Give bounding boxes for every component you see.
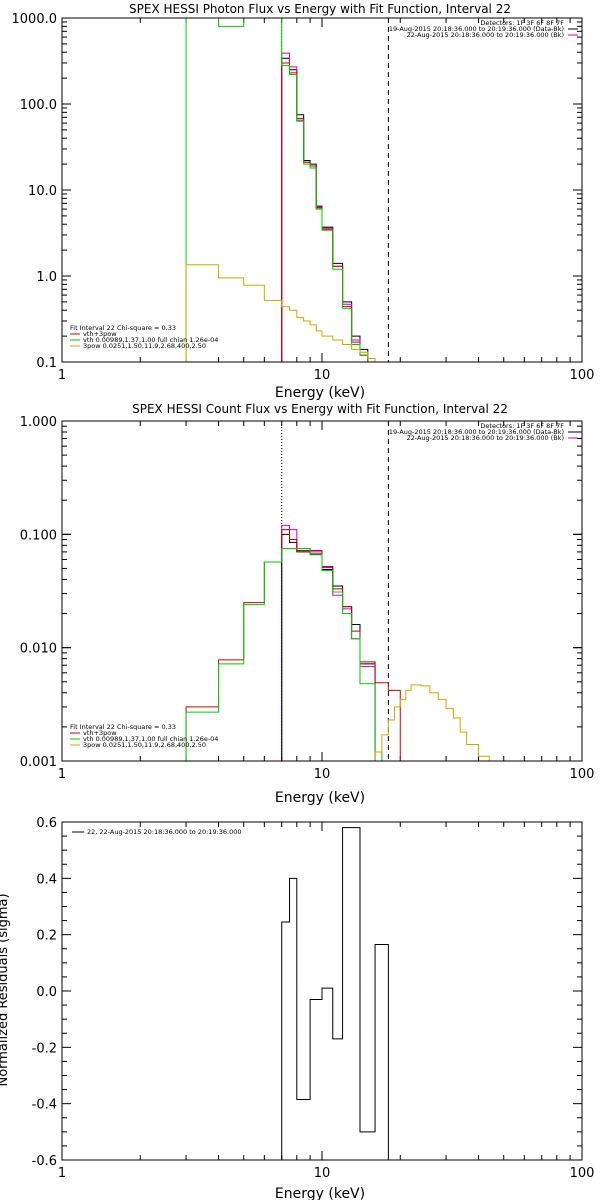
x-tick-label: 10 [314,767,331,782]
y-tick-label: 0.4 [36,872,57,887]
y-tick-label: 1.0 [36,270,57,285]
y-tick-label: 100.0 [20,98,57,113]
detector-legend-text: 22-Aug-2015 20:18:36.000 to 20:19:36.000… [407,434,564,442]
detector-legend-text: 19-Aug-2015 20:18:36.000 to 20:19:36.000… [389,25,564,33]
fit-legend-text: 3pow 0.0251,1.50,11.9,2.68,400,2.50 [83,342,206,350]
y-tick-label: 0.6 [36,816,57,831]
y-tick-label: 1.000 [20,415,57,430]
x-tick-label: 1 [58,368,66,383]
residuals-x-axis-label: Energy (keV) [275,1186,365,1200]
residuals-y-axis-label: Normalized Residuals (sigma) [0,893,11,1086]
count-flux-x-axis-label: Energy (keV) [275,790,365,806]
data-series-step-line [185,18,369,362]
y-tick-label: 0.0 [36,985,57,1000]
data-series-step-line [281,524,376,761]
y-tick-label: 0.010 [20,642,57,657]
plot-frame [61,17,583,363]
x-tick-label: 1 [58,767,66,782]
data-series-step-line [281,57,369,362]
plot-frame [61,420,583,762]
residuals-plot-area: 1 10 100 -0.6 -0.4 -0.2 0.0 0.2 0.4 0.6 22, 22-Aug… [32,816,595,1181]
data-series-step-line [185,264,376,362]
series-group [185,18,376,362]
x-tick-label: 100 [570,767,595,782]
plot-frame [61,821,583,1161]
photon-flux-plot-area: 1 10 100 0.1 1.0 10.0 100.0 1000.0 Detectors: 1F… [12,12,595,383]
y-tick-label: -0.6 [32,1154,57,1169]
x-tick-label: 100 [570,1166,595,1181]
fit-legend-text: vth+3pow [83,729,117,737]
data-series-step-line [281,533,376,761]
detector-legend-text: 22-Aug-2015 20:18:36.000 to 20:19:36.000… [407,31,564,39]
series-group [281,827,389,1160]
residual-legend-text: 22, 22-Aug-2015 20:18:36.000 to 20:19:36… [87,828,242,836]
x-tick-label: 10 [314,368,331,383]
x-tick-label: 10 [314,1166,331,1181]
fit-legend-header: Fit Interval 22 Chi-square = 0.33 [70,723,176,731]
count-flux-panel: SPEX HESSI Count Flux vs Energy with Fit… [20,402,595,806]
photon-flux-panel: SPEX HESSI Photon Flux vs Energy with Fi… [12,2,595,401]
data-series-step-line [185,529,401,761]
fit-legend-text: vth 0.00989,1.37,1.00 full chian 1.26e-0… [83,336,218,344]
data-series-step-line [281,827,389,1160]
residuals-panel: 1 10 100 -0.6 -0.4 -0.2 0.0 0.2 0.4 0.6 22, 22-Aug… [0,816,594,1200]
detector-legend-text: Detectors: 1F 3F 6F 8F 7F [480,422,564,430]
series-group [185,524,490,761]
detector-legend-text: 19-Aug-2015 20:18:36.000 to 20:19:36.000… [389,428,564,436]
data-series-step-line [281,52,369,362]
x-tick-label: 100 [570,368,595,383]
y-tick-label: 10.0 [28,184,57,199]
detector-legend-text: Detectors: 1F 3F 6F 8F 7F [480,19,564,27]
fit-legend-text: 3pow 0.0251,1.50,11.9,2.68,400,2.50 [83,741,206,749]
count-flux-title: SPEX HESSI Count Flux vs Energy with Fit… [132,402,508,416]
data-series-step-line [281,62,369,362]
y-tick-label: -0.4 [32,1098,57,1113]
y-tick-label: -0.2 [32,1041,57,1056]
photon-flux-title: SPEX HESSI Photon Flux vs Energy with Fi… [129,2,511,16]
y-tick-label: 0.2 [36,929,57,944]
y-tick-label: 0.001 [20,755,57,770]
fit-legend-header: Fit Interval 22 Chi-square = 0.33 [70,324,176,332]
y-tick-label: 1000.0 [12,12,58,27]
x-tick-label: 1 [58,1166,66,1181]
data-series-step-line [374,684,490,761]
y-tick-label: 0.100 [20,528,57,543]
fit-legend-text: vth 0.00989,1.37,1.00 full chian 1.26e-0… [83,735,218,743]
fit-legend-text: vth+3pow [83,330,117,338]
data-series-step-line [185,547,383,761]
photon-flux-x-axis-label: Energy (keV) [275,385,365,401]
y-tick-label: 0.1 [36,356,57,371]
count-flux-plot-area: 1 10 100 0.001 0.010 0.100 1.000 Detectors: 1F … [20,415,595,782]
